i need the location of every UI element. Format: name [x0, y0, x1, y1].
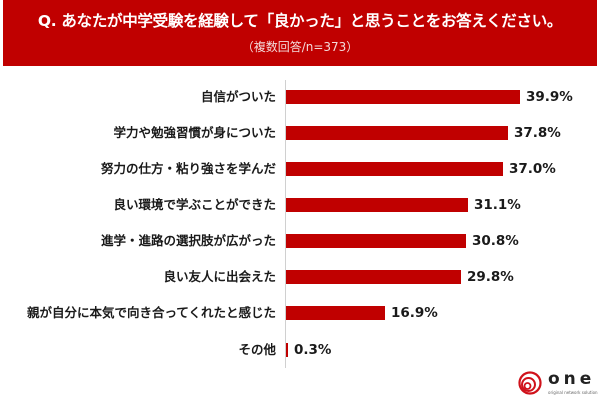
chart-title: Q. あなたが中学受験を経験して「良かった」と思うことをお答えください。: [37, 12, 563, 30]
value-label: 0.3%: [294, 342, 332, 358]
value-label: 37.0%: [509, 161, 556, 177]
category-label: 良い環境で学ぶことができた: [113, 197, 276, 212]
bar: [286, 162, 503, 176]
chart-subtitle: （複数回答/n=373）: [241, 40, 359, 54]
value-label: 29.8%: [467, 269, 514, 285]
category-label: 親が自分に本気で向き合ってくれたと感じた: [26, 305, 276, 320]
category-label: 進学・進路の選択肢が広がった: [100, 233, 276, 248]
bar-row: 良い環境で学ぶことができた 31.1%: [0, 195, 600, 215]
bar: [286, 306, 385, 320]
category-axis-line: [285, 80, 286, 368]
category-label: 努力の仕方・粘り強さを学んだ: [100, 161, 276, 176]
bar-row: その他 0.3%: [0, 340, 600, 360]
bar: [286, 343, 288, 357]
value-label: 31.1%: [474, 197, 521, 213]
bar: [286, 270, 461, 284]
category-label: 学力や勉強習慣が身についた: [113, 125, 276, 140]
swirl-logo-icon: [518, 371, 542, 395]
bar-row: 進学・進路の選択肢が広がった 30.8%: [0, 231, 600, 251]
value-label: 16.9%: [391, 305, 438, 321]
bar-row: 自信がついた 39.9%: [0, 87, 600, 107]
bar: [286, 234, 466, 248]
value-label: 39.9%: [526, 89, 573, 105]
bar-row: 親が自分に本気で向き合ってくれたと感じた 16.9%: [0, 303, 600, 323]
question-header: Q. あなたが中学受験を経験して「良かった」と思うことをお答えください。 （複数…: [3, 0, 597, 66]
bar-row: 学力や勉強習慣が身についた 37.8%: [0, 123, 600, 143]
logo-wordmark: one: [548, 369, 596, 389]
category-label: 良い友人に出会えた: [163, 269, 276, 284]
category-label: その他: [238, 342, 276, 357]
bar: [286, 90, 520, 104]
brand-logo: one original network solution: [518, 369, 598, 397]
bar: [286, 126, 508, 140]
bar: [286, 198, 468, 212]
bar-row: 良い友人に出会えた 29.8%: [0, 267, 600, 287]
category-label: 自信がついた: [200, 89, 276, 104]
logo-tagline: original network solution: [548, 390, 598, 395]
value-label: 37.8%: [514, 125, 561, 141]
bar-row: 努力の仕方・粘り強さを学んだ 37.0%: [0, 159, 600, 179]
value-label: 30.8%: [472, 233, 519, 249]
